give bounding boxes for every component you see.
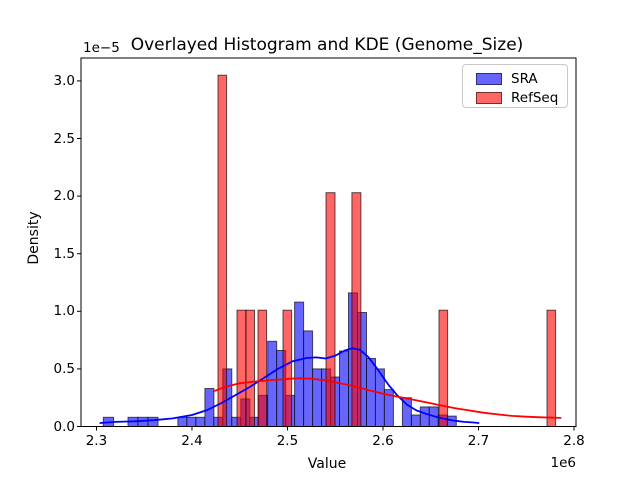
legend-item: SRA: [476, 69, 567, 88]
chart-title: Overlayed Histogram and KDE (Genome_Size…: [130, 35, 524, 55]
legend: SRA RefSeq: [462, 64, 568, 108]
hist-bar-refseq: [217, 74, 228, 427]
y-tick-label: 1.5: [53, 245, 75, 262]
hist-bar-sra: [339, 350, 349, 427]
x-tick-label: 2.7: [467, 433, 490, 449]
hist-bar-refseq: [546, 309, 557, 428]
hist-bar-refseq: [351, 192, 362, 427]
hist-bar-sra: [312, 368, 323, 427]
hist-bar-sra: [195, 416, 206, 427]
x-tick-label: 2.6: [372, 433, 394, 449]
hist-bar-sra: [294, 301, 305, 428]
kde-line-sra-kde: [99, 347, 480, 424]
hist-bar-refseq: [245, 309, 255, 428]
x-tick-label: 2.5: [276, 433, 299, 449]
x-tick-label: 2.3: [85, 433, 108, 449]
x-axis-offset-text: 1e6: [550, 455, 576, 471]
x-axis-label: Value: [307, 456, 347, 472]
legend-item: RefSeq: [476, 88, 567, 107]
x-tick-label: 2.8: [563, 433, 585, 449]
axes-frame: [80, 57, 577, 427]
y-tick-label: 2.0: [53, 188, 75, 205]
y-tick-label: 1.0: [53, 303, 75, 320]
hist-bar-refseq: [438, 309, 449, 428]
hist-bar-sra: [177, 416, 188, 427]
hist-bar-refseq: [282, 309, 293, 428]
kde-line-refseq-kde: [214, 377, 562, 419]
legend-swatch-icon: [476, 91, 502, 104]
legend-label: RefSeq: [511, 89, 559, 106]
hist-bar-sra: [366, 358, 376, 427]
y-tick-label: 3.0: [53, 72, 75, 89]
hist-bar-sra: [267, 340, 278, 427]
y-tick-label: 2.5: [53, 130, 75, 147]
y-tick-label: 0.5: [53, 360, 75, 377]
hist-bar-sra: [186, 416, 197, 427]
hist-bar-sra: [147, 416, 159, 427]
y-axis-offset-text: 1e−5: [83, 40, 120, 56]
hist-bar-refseq: [325, 192, 336, 427]
hist-bar-refseq: [257, 309, 268, 428]
x-tick-label: 2.4: [181, 433, 203, 449]
legend-swatch-icon: [476, 72, 502, 85]
y-tick-label: 0.0: [53, 418, 75, 435]
hist-bar-sra: [419, 406, 430, 427]
hist-bar-sra: [410, 414, 421, 427]
legend-label: SRA: [511, 70, 538, 87]
hist-bar-refseq: [236, 309, 247, 428]
